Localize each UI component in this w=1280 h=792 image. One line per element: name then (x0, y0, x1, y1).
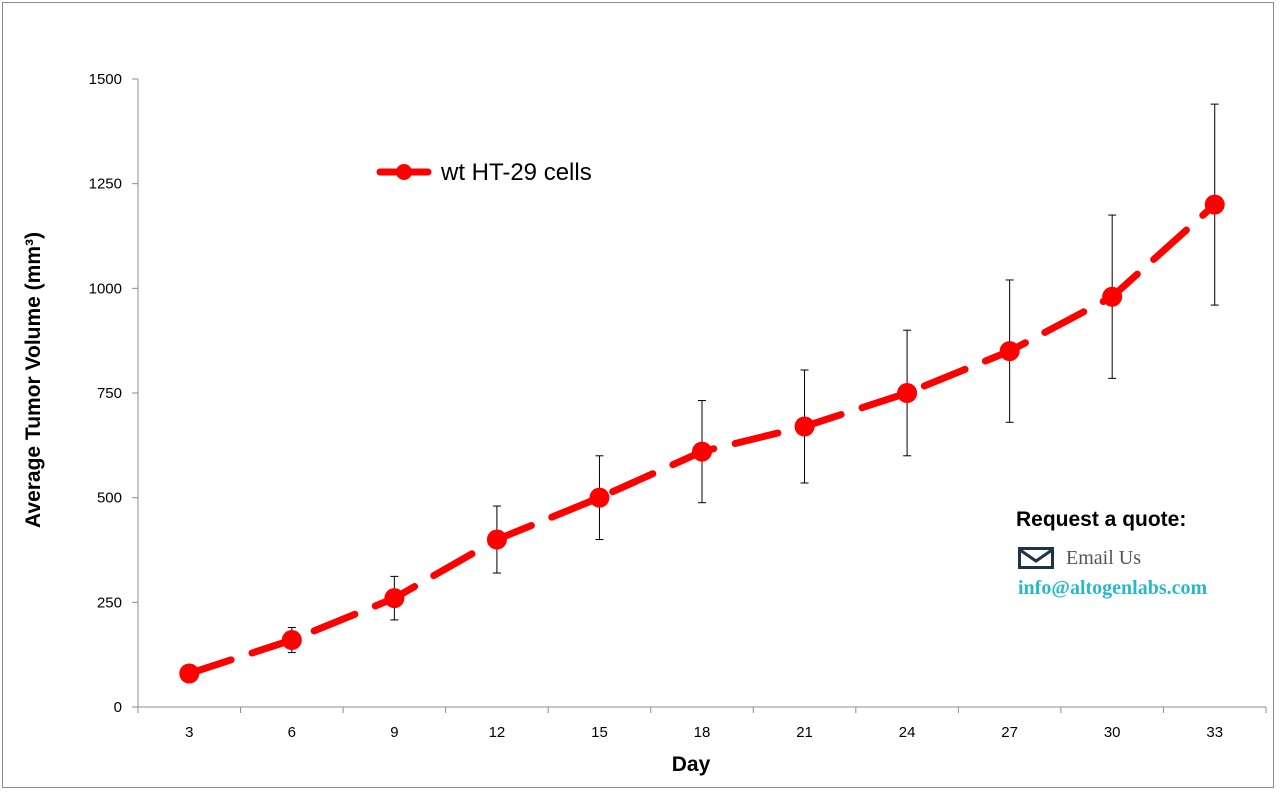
x-tick-label: 15 (591, 724, 608, 741)
axes: 0 250 500 750 1000 1250 1500 3 6 9 12 15 18 21 24 27 30 3… (89, 71, 1267, 741)
data-point (384, 588, 405, 609)
data-point (589, 487, 610, 508)
data-markers (179, 194, 1225, 684)
legend: wt HT-29 cells (376, 159, 592, 186)
x-tick-label: 21 (796, 724, 813, 741)
legend-marker-swatch (396, 164, 412, 180)
y-tick-label: 250 (97, 594, 122, 611)
email-us-link[interactable]: Email Us (1015, 543, 1265, 573)
x-tick-label: 27 (1001, 724, 1018, 741)
x-tick-label: 12 (489, 724, 506, 741)
email-us-label: Email Us (1066, 546, 1141, 569)
y-tick-label: 0 (114, 699, 122, 716)
x-tick-label: 18 (694, 724, 711, 741)
y-tick-label: 500 (97, 490, 122, 507)
x-tick-label: 24 (899, 724, 916, 741)
email-address-link[interactable]: info@altogenlabs.com (1018, 577, 1208, 599)
y-axis-title: Average Tumor Volume (mm³) (22, 232, 45, 528)
envelope-icon (1018, 547, 1054, 569)
data-point (794, 416, 815, 437)
request-quote-title: Request a quote: (1016, 508, 1187, 531)
x-tick-label: 3 (185, 724, 193, 741)
x-tick-label: 33 (1206, 724, 1223, 741)
x-tick-label: 30 (1104, 724, 1121, 741)
y-tick-label: 750 (97, 385, 122, 402)
data-point (1204, 194, 1225, 215)
x-tick-label: 9 (390, 724, 398, 741)
data-point (897, 383, 918, 403)
data-point (179, 663, 200, 684)
y-tick-label: 1250 (89, 176, 122, 193)
data-point (281, 630, 302, 651)
y-tick-label: 1000 (89, 280, 122, 297)
data-point (1102, 286, 1123, 307)
legend-label: wt HT-29 cells (440, 159, 592, 186)
data-point (999, 341, 1020, 362)
data-point (692, 441, 712, 462)
y-tick-label: 1500 (89, 71, 122, 88)
request-quote-box: Request a quote: Email Us info@altogenla… (1015, 508, 1265, 600)
data-point (486, 529, 507, 550)
x-tick-label: 6 (288, 724, 296, 741)
x-axis-title: Day (672, 753, 711, 776)
